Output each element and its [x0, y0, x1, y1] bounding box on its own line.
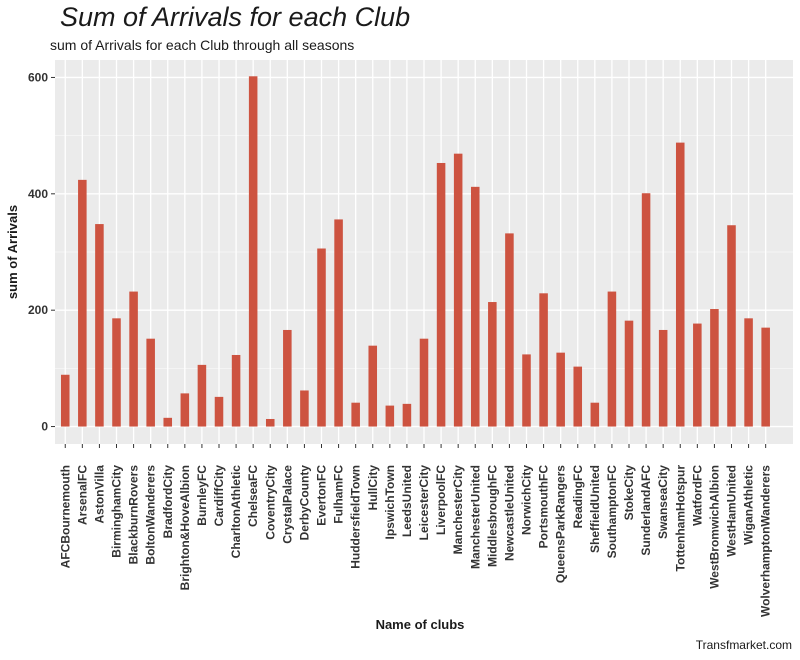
bar — [641, 193, 651, 427]
bar — [334, 219, 343, 427]
bar — [607, 291, 617, 427]
bar — [317, 248, 326, 427]
x-tick-label: NewcastleUnited — [502, 465, 516, 561]
bar — [283, 329, 292, 427]
bar — [368, 345, 378, 427]
x-tick-label: MiddlesbroughFC — [485, 465, 499, 567]
y-tick-label: 400 — [28, 187, 48, 201]
x-tick-label: BirminghamCity — [110, 465, 124, 558]
bar — [248, 76, 258, 427]
x-tick-label: ManchesterUnited — [468, 465, 482, 569]
bar — [710, 309, 719, 427]
bar — [265, 418, 275, 427]
x-tick-label: WestHamUnited — [725, 465, 739, 557]
x-tick-label: HullCity — [366, 465, 380, 511]
bar — [522, 354, 531, 427]
chart-subtitle: sum of Arrivals for each Club through al… — [50, 37, 355, 53]
bar — [556, 352, 565, 427]
bar — [300, 390, 309, 427]
bar — [231, 354, 241, 427]
x-tick-label: BlackburnRovers — [127, 465, 141, 565]
x-tick-label: CoventryCity — [263, 465, 277, 540]
x-tick-label: NorwichCity — [520, 465, 534, 535]
x-tick-label: EvertonFC — [315, 465, 329, 526]
bar — [488, 302, 497, 427]
bar — [146, 338, 155, 427]
x-tick-label: CardiffCity — [212, 465, 226, 527]
x-tick-label: AstonVilla — [92, 465, 106, 524]
bar — [470, 186, 480, 427]
bar — [658, 329, 668, 427]
x-tick-label: AFCBournemouth — [58, 465, 72, 568]
x-axis-title: Name of clubs — [376, 617, 465, 632]
x-tick-label: WolverhamptonWanderers — [759, 465, 773, 617]
x-axis: AFCBournemouth ArsenalFC AstonVilla Birming… — [58, 444, 773, 617]
bar — [624, 320, 634, 427]
y-tick-label: 0 — [41, 420, 48, 434]
chart-title: Sum of Arrivals for each Club — [60, 2, 411, 32]
bar — [351, 402, 360, 427]
bar — [78, 179, 87, 427]
x-tick-label: BradfordCity — [161, 465, 175, 539]
bar — [385, 405, 395, 427]
x-tick-label: ChelseaFC — [246, 465, 260, 527]
x-tick-label: PortsmouthFC — [537, 465, 551, 549]
x-tick-label: LeedsUnited — [400, 465, 414, 537]
y-tick-label: 200 — [28, 303, 48, 317]
x-tick-label: HuddersfieldTown — [349, 465, 363, 569]
bar — [163, 417, 173, 427]
bar — [761, 327, 770, 427]
bar — [675, 142, 685, 427]
y-tick-label: 600 — [28, 70, 48, 84]
x-tick-label: BoltonWanderers — [144, 465, 158, 565]
x-tick-label: CharltonAthletic — [229, 465, 243, 559]
x-tick-label: FulhamFC — [332, 465, 346, 524]
x-tick-label: ReadingFC — [571, 465, 585, 529]
bar — [436, 162, 446, 427]
x-tick-label: ManchesterCity — [451, 465, 465, 555]
bar — [419, 338, 429, 427]
y-axis-title: sum of Arrivals — [5, 205, 20, 299]
bar — [693, 323, 702, 427]
x-tick-label: SheffieldUnited — [588, 465, 602, 553]
x-tick-label: LeicesterCity — [417, 465, 431, 541]
x-tick-label: LiverpoolFC — [434, 465, 448, 535]
x-tick-label: WiganAthletic — [742, 465, 756, 545]
bar — [197, 364, 207, 427]
x-tick-label: DerbyCounty — [297, 465, 311, 541]
x-tick-label: QueensParkRangers — [554, 465, 568, 583]
bar — [505, 233, 514, 427]
bar — [95, 224, 104, 427]
x-tick-label: WestBromwichAlbion — [707, 465, 721, 589]
x-tick-label: StokeCity — [622, 465, 636, 521]
bar — [453, 153, 463, 427]
x-tick-label: TottenhamHotspur — [673, 465, 687, 572]
bar — [60, 374, 70, 427]
bar — [539, 293, 548, 427]
bar — [402, 403, 412, 427]
bar — [180, 393, 190, 427]
bar — [214, 396, 224, 427]
x-tick-label: CrystalPalace — [280, 465, 294, 544]
bar — [112, 318, 121, 427]
x-tick-label: BurnleyFC — [195, 465, 209, 526]
x-tick-label: ArsenalFC — [75, 465, 89, 525]
x-tick-label: WatfordFC — [690, 465, 704, 526]
x-tick-label: SunderlandAFC — [639, 465, 653, 556]
bars — [60, 76, 770, 427]
bar — [590, 402, 600, 427]
bar — [129, 291, 138, 427]
x-tick-label: SouthamptonFC — [605, 465, 619, 559]
bar — [727, 225, 736, 427]
bar — [573, 366, 583, 427]
x-tick-label: SwanseaCity — [656, 465, 670, 539]
x-tick-label: IpswichTown — [383, 465, 397, 539]
x-tick-label: Brighton&HoveAlbion — [178, 465, 192, 590]
y-axis: 0 200 400 600 — [28, 70, 55, 434]
bar — [744, 318, 753, 427]
chart-caption: Transfmarket.com — [695, 638, 792, 652]
